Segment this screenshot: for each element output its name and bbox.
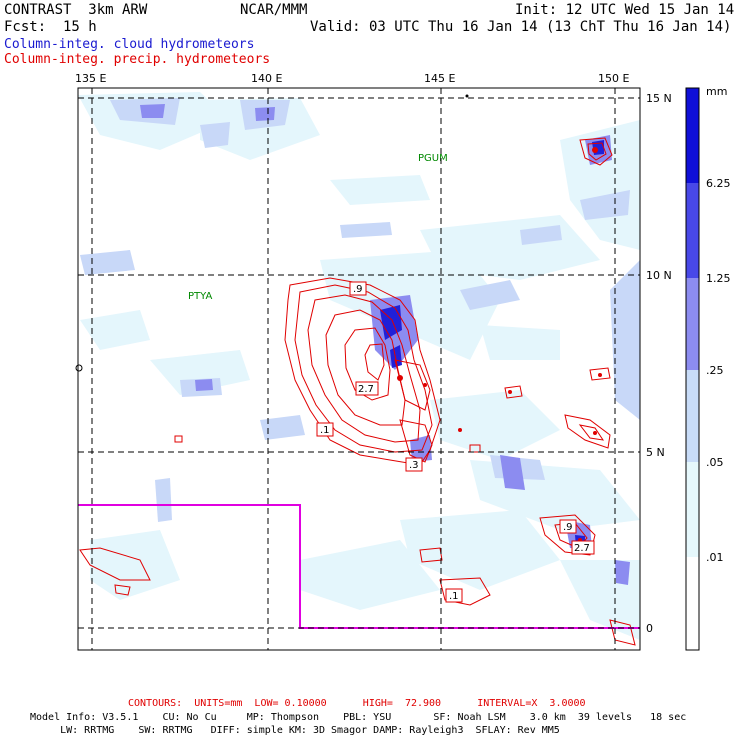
lat-label: 0 xyxy=(646,622,653,635)
contour-label: .9 xyxy=(563,522,573,533)
init-time: Init: 12 UTC Wed 15 Jan 14 xyxy=(515,2,735,18)
colorbar-unit: mm xyxy=(706,85,727,98)
station-ptya: PTYA xyxy=(188,291,212,302)
lon-label: 140 E xyxy=(251,72,282,85)
lon-label: 150 E xyxy=(598,72,629,85)
latlon-grid xyxy=(78,88,640,650)
colorbar-level: 1.25 xyxy=(706,272,731,285)
colorbar-level: .25 xyxy=(706,364,724,377)
org-title: NCAR/MMM xyxy=(240,2,308,18)
colorbar-level: .05 xyxy=(706,456,724,469)
lat-label: 15 N xyxy=(646,92,672,105)
model-info-line1: Model Info: V3.5.1 CU: No Cu MP: Thompso… xyxy=(30,712,687,723)
map-frame xyxy=(77,87,641,651)
model-title: CONTRAST 3km ARW xyxy=(4,2,148,18)
contour-label: .9 xyxy=(353,284,363,295)
contour-label: .1 xyxy=(320,425,330,436)
lon-labels: 135 E 140 E 145 E 150 E xyxy=(75,72,629,85)
colorbar-level: .01 xyxy=(706,551,724,564)
field-cloud-label: Column-integ. cloud hydrometeors xyxy=(4,37,255,52)
lat-label: 10 N xyxy=(646,269,672,282)
map-plot: .9 2.7 .1 .3 .9 2.7 .1 PGUM PTYA 135 E 1… xyxy=(75,72,731,651)
field-precip-label: Column-integ. precip. hydrometeors xyxy=(4,52,271,67)
cloud-shading xyxy=(78,92,640,640)
contour-label: .1 xyxy=(449,591,459,602)
lat-labels: 15 N 10 N 5 N 0 xyxy=(646,92,672,635)
contour-label: 2.7 xyxy=(358,384,374,395)
station-pgum: PGUM xyxy=(418,153,448,164)
model-info-line2: LW: RRTMG SW: RRTMG DIFF: simple KM: 3D … xyxy=(30,725,560,736)
lat-label: 5 N xyxy=(646,446,665,459)
contour-info: CONTOURS: UNITS=mm LOW= 0.10000 HIGH= 72… xyxy=(128,698,586,709)
contour-label: 2.7 xyxy=(574,543,590,554)
contour-labels: .9 2.7 .1 .3 .9 2.7 .1 xyxy=(316,281,595,603)
lon-label: 135 E xyxy=(75,72,106,85)
contour-label: .3 xyxy=(409,460,419,471)
lon-label: 145 E xyxy=(424,72,455,85)
colorbar-level: 6.25 xyxy=(706,177,731,190)
forecast-hour: Fcst: 15 h xyxy=(4,19,97,35)
precip-cores xyxy=(397,147,602,542)
valid-time: Valid: 03 UTC Thu 16 Jan 14 (13 ChT Thu … xyxy=(310,19,732,35)
color-bar: mm 6.25 1.25 .25 .05 .01 xyxy=(685,85,731,651)
precip-contours xyxy=(79,137,636,646)
